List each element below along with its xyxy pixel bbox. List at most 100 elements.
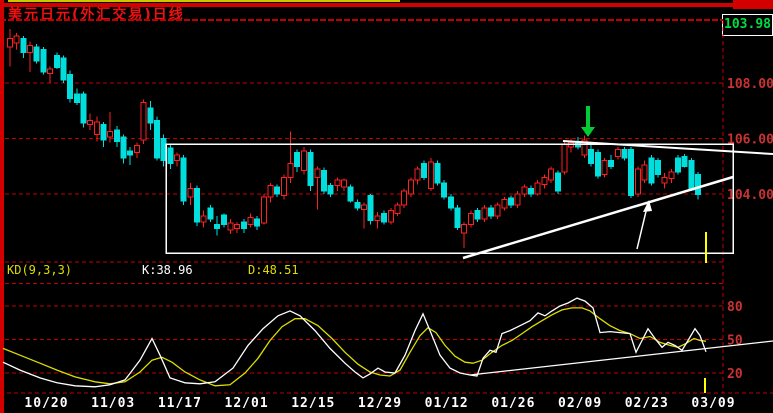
candle-down	[100, 124, 107, 141]
candle-down	[167, 147, 174, 164]
candle-down	[447, 196, 454, 209]
drawn-rectangle	[165, 143, 734, 254]
candle-up	[174, 154, 180, 162]
top-border-red	[0, 3, 773, 7]
candle-down	[153, 119, 160, 159]
candle-down	[294, 151, 301, 167]
candle-up	[501, 199, 508, 209]
date-label: 01/12	[425, 396, 469, 411]
candle-down	[681, 156, 688, 167]
date-label: 12/15	[291, 396, 335, 411]
candle-up	[668, 171, 675, 180]
candle-down	[307, 151, 314, 187]
candle-down	[147, 107, 154, 124]
candle-down	[120, 136, 127, 159]
candle-down	[194, 187, 201, 223]
candle-down	[240, 221, 247, 230]
kd-k-value: K:38.96	[142, 263, 193, 277]
kd-axis-label: 20	[727, 367, 743, 382]
candle-down	[588, 149, 595, 164]
k-line	[2, 297, 707, 388]
candle-down	[53, 54, 60, 69]
candle-down	[628, 149, 635, 196]
candle-up	[200, 215, 207, 223]
candle-down	[454, 207, 461, 228]
candle-up	[107, 131, 114, 138]
candle-down	[73, 93, 80, 103]
ascending-trendline	[462, 175, 734, 260]
date-label: 02/09	[558, 396, 602, 411]
candle-down	[487, 207, 494, 217]
candle-down	[180, 157, 187, 202]
price-axis-label: 106.00	[727, 133, 773, 148]
candle-up	[87, 119, 94, 126]
candle-down	[421, 162, 428, 178]
date-label: 03/09	[691, 396, 735, 411]
candle-down	[367, 194, 374, 221]
candle-up	[280, 176, 287, 196]
candle-up	[481, 207, 488, 220]
candle-up	[140, 101, 147, 141]
candle-down	[381, 212, 388, 223]
candle-down	[274, 186, 281, 195]
candle-up	[634, 168, 641, 195]
candle-down	[474, 210, 481, 220]
candle-up	[314, 168, 321, 178]
candle-up	[27, 45, 34, 53]
candle-up	[387, 210, 394, 223]
kd-lines	[2, 297, 707, 388]
price-axis-label: 108.00	[727, 77, 773, 92]
kd-trendline	[469, 340, 773, 376]
candle-down	[528, 187, 535, 195]
candle-down	[675, 157, 681, 173]
candle-down	[60, 57, 67, 81]
candle-down	[441, 182, 448, 198]
price-axis-label: 104.00	[727, 188, 773, 203]
candle-up	[300, 150, 307, 171]
candle-down	[127, 150, 134, 156]
candle-down	[220, 214, 227, 226]
candle-up	[247, 217, 254, 226]
candle-down	[80, 93, 87, 124]
candle-up	[461, 224, 468, 234]
candle-up	[287, 162, 294, 178]
date-label: 12/29	[358, 396, 402, 411]
date-label: 10/20	[24, 396, 68, 411]
date-label: 12/01	[225, 396, 269, 411]
date-label: 01/26	[491, 396, 535, 411]
candle-up	[260, 196, 267, 224]
candle-up	[614, 149, 621, 158]
candle-down	[254, 218, 261, 227]
candle-up	[601, 160, 608, 176]
candle-up	[541, 176, 548, 185]
candle-up	[394, 204, 401, 214]
kd-indicator-label: KD(9,3,3)	[7, 263, 73, 277]
candle-up	[13, 35, 20, 44]
candle-up	[374, 215, 381, 221]
descending-trendline	[562, 140, 773, 155]
candle-up	[494, 204, 501, 217]
candle-down	[327, 185, 334, 195]
candle-up	[227, 222, 234, 231]
candle-up	[361, 204, 368, 210]
annotations	[165, 106, 773, 393]
top-border-yellow	[8, 0, 400, 2]
date-label: 11/17	[158, 396, 202, 411]
candle-down	[67, 74, 74, 99]
candle-up	[187, 187, 194, 198]
candle-down	[20, 38, 27, 53]
d-line	[2, 307, 707, 387]
candle-up	[341, 179, 347, 188]
candle-up	[427, 161, 434, 189]
candle-down	[207, 207, 214, 220]
candle-up	[581, 139, 588, 156]
candle-up	[661, 176, 668, 184]
candle-up	[561, 143, 568, 173]
candle-down	[695, 174, 702, 196]
candle-up	[548, 168, 555, 181]
green-arrow-icon	[586, 106, 590, 127]
candle-down	[654, 160, 661, 176]
white-arrow-head	[643, 200, 652, 212]
